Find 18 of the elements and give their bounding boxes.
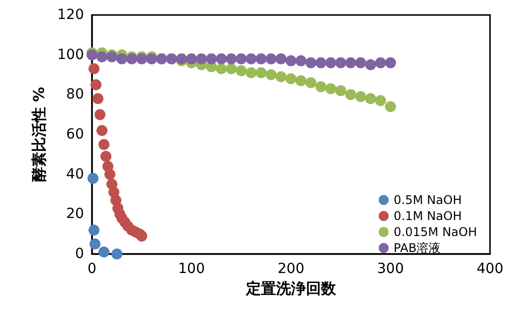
y-tick-label: 20 (66, 206, 84, 222)
x-tick-label: 400 (476, 261, 504, 277)
y-tick-label: 40 (66, 166, 84, 182)
y-axis-title: 酵素比活性 % (30, 86, 48, 182)
legend-label: 0.015M NaOH (394, 225, 478, 239)
legend-label: 0.5M NaOH (394, 193, 462, 207)
y-tick-label: 80 (66, 86, 84, 103)
legend-label: PAB溶液 (394, 241, 441, 255)
y-tick-label: 60 (66, 126, 84, 142)
x-tick-label: 200 (278, 261, 304, 277)
y-tick-label: 100 (57, 46, 84, 63)
x-tick-label: 300 (377, 261, 404, 277)
x-tick-label: 100 (178, 261, 205, 277)
x-axis-title: 定置洗浄回数 (245, 279, 337, 298)
y-tick-label: 0 (75, 246, 84, 262)
y-tick-label: 120 (57, 7, 84, 23)
legend-label: 0.1M NaOH (394, 209, 462, 223)
x-tick-label: 0 (88, 261, 96, 277)
